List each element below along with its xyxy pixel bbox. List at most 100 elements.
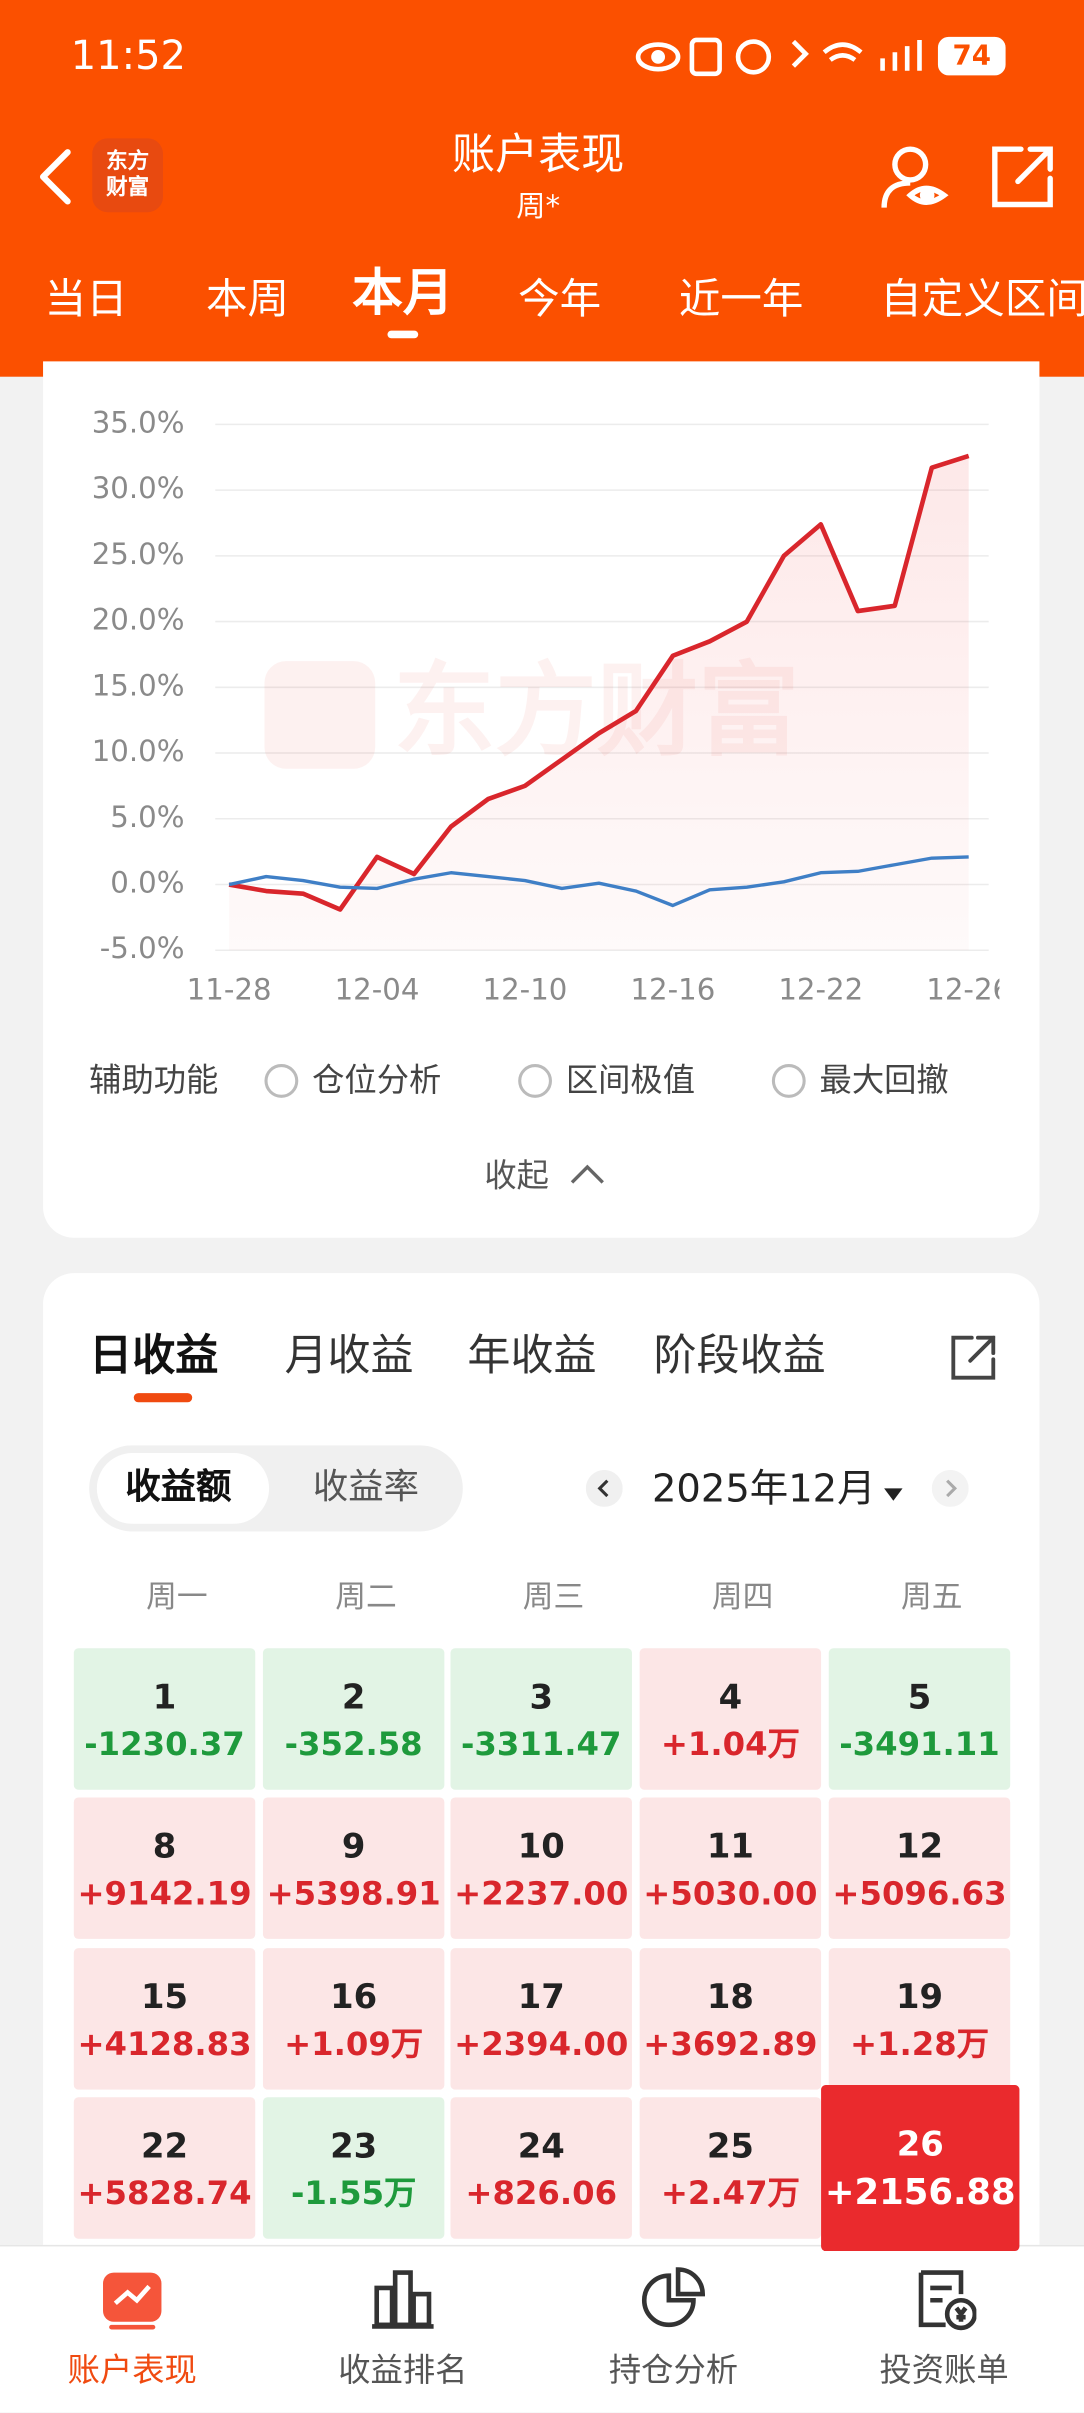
nav-icon-svg [918, 2270, 978, 2331]
y-tick-label: 30.0% [92, 471, 185, 505]
toggle-option[interactable]: 收益率 [312, 1467, 419, 1508]
y-tick-label: 35.0% [92, 405, 185, 439]
line [228, 453, 970, 912]
calendar-value: +1.28万 [849, 2025, 990, 2063]
calendar-day: 24 [517, 2128, 565, 2167]
period-tab[interactable]: 本周 [206, 275, 290, 324]
calendar-value: -3491.11 [839, 1725, 1000, 1763]
calendar-day: 16 [330, 1978, 378, 2018]
nav-icon [100, 2266, 165, 2331]
calendar-cell[interactable]: 26 +2156.88 [821, 2084, 1020, 2252]
calendar-cell[interactable]: 22 +5828.74 [73, 2097, 256, 2239]
calendar-day: 26 [896, 2126, 944, 2165]
profit-tab[interactable]: 年收益 [467, 1330, 597, 1381]
calendar-cell[interactable]: 10 +2237.00 [450, 1797, 632, 1939]
period-tab[interactable]: 本月 [352, 262, 454, 323]
collapse-chevron-svg [570, 1164, 604, 1184]
calendar-cell[interactable]: 24 +826.06 [450, 2097, 632, 2239]
period-tab[interactable]: 近一年 [678, 275, 804, 324]
calendar-cell[interactable]: 18 +3692.89 [639, 1948, 822, 2090]
calendar-day: 2 [341, 1679, 366, 1718]
line [228, 855, 969, 908]
radio[interactable] [264, 1064, 299, 1098]
calendar-value: +9142.19 [77, 1875, 252, 1913]
calendar-day: 4 [718, 1679, 743, 1718]
calendar-cell[interactable]: 12 +5096.63 [828, 1797, 1011, 1939]
calendar-day: 18 [706, 1978, 754, 2018]
radio[interactable] [518, 1064, 552, 1098]
period-tab[interactable]: 当日 [44, 275, 128, 324]
area [229, 455, 969, 951]
calendar-cell[interactable]: 19 +1.28万 [828, 1948, 1011, 2090]
calendar-day: 22 [140, 2128, 189, 2167]
calendar-day: 15 [140, 1978, 189, 2018]
share-icon[interactable] [990, 145, 1055, 210]
month-dropdown [883, 1479, 905, 1501]
radio[interactable] [771, 1064, 806, 1098]
back-button[interactable] [34, 146, 80, 208]
calendar-day: 12 [895, 1828, 944, 1867]
calendar-cell[interactable]: 8 +9142.19 [73, 1797, 256, 1939]
header-bg [0, 0, 1084, 377]
toggle-active [96, 1453, 270, 1524]
user-icon-svg [881, 146, 949, 208]
profit-tab[interactable]: 阶段收益 [653, 1330, 826, 1381]
month-next[interactable] [931, 1469, 969, 1507]
user-icon[interactable] [880, 143, 951, 214]
status-icons-svg [635, 37, 922, 77]
nav-item[interactable]: 账户表现 [67, 2351, 197, 2389]
calendar-cell[interactable]: 15 +4128.83 [73, 1948, 256, 2090]
bottom-nav-bg [0, 2244, 1084, 2413]
calendar-cell[interactable]: 17 +2394.00 [450, 1948, 632, 2090]
assist-option[interactable]: 区间极值 [565, 1061, 695, 1099]
calendar-cell[interactable]: 2 -352.58 [262, 1648, 445, 1790]
calendar-cell[interactable]: 5 -3491.11 [828, 1648, 1011, 1790]
y-tick-label: 0.0% [110, 866, 184, 900]
calendar-cell[interactable]: 16 +1.09万 [262, 1948, 445, 2090]
nav-item[interactable]: 投资账单 [879, 2351, 1009, 2389]
period-tab[interactable]: 今年 [518, 275, 602, 324]
weekday-label: 周一 [146, 1577, 208, 1615]
share-icon-svg [992, 146, 1053, 208]
profit-share-icon[interactable] [947, 1332, 999, 1384]
toggle-option[interactable]: 收益额 [125, 1467, 232, 1508]
profit-tab-indicator [133, 1393, 193, 1403]
battery: 74 [937, 36, 1006, 76]
calendar-cell[interactable]: 3 -3311.47 [450, 1648, 632, 1790]
nav-icon-svg [372, 2270, 434, 2329]
calendar-cell[interactable]: 25 +2.47万 [639, 2097, 822, 2239]
calendar-cell[interactable]: 23 -1.55万 [262, 2097, 445, 2239]
calendar-value: +826.06 [465, 2174, 618, 2212]
status-icons [633, 34, 941, 80]
y-tick-label: 25.0% [92, 537, 185, 571]
assist-option[interactable]: 最大回撤 [819, 1061, 949, 1099]
calendar-day: 25 [706, 2128, 754, 2167]
calendar-value: -1230.37 [84, 1725, 245, 1763]
calendar-cell[interactable]: 11 +5030.00 [639, 1797, 822, 1939]
y-tick-label: 20.0% [92, 603, 185, 637]
weekday-label: 周五 [901, 1577, 963, 1615]
nav-icon [371, 2266, 436, 2331]
calendar-cell[interactable]: 9 +5398.91 [262, 1797, 445, 1939]
calendar-value: -352.58 [284, 1725, 423, 1763]
x-tick-label: 11-28 [187, 973, 272, 1007]
month-prev[interactable] [585, 1469, 623, 1507]
x-tick-label: 12-16 [630, 973, 715, 1007]
calendar-cell[interactable]: 4 +1.04万 [639, 1648, 822, 1790]
x-tick-label: 12-26 [926, 973, 999, 1007]
profit-tab[interactable]: 日收益 [89, 1330, 219, 1381]
collapse-button[interactable]: 收起 [484, 1157, 549, 1194]
period-tab[interactable]: 自定义区间 [880, 275, 1084, 324]
month-label[interactable]: 2025年12月 [651, 1466, 876, 1511]
calendar-cell[interactable]: 1 -1230.37 [73, 1648, 256, 1790]
assist-option[interactable]: 仓位分析 [312, 1061, 442, 1099]
nav-item[interactable]: 收益排名 [338, 2351, 468, 2389]
x-tick-label: 12-10 [483, 973, 568, 1007]
nav-item[interactable]: 持仓分析 [608, 2351, 739, 2389]
calendar-value: +3692.89 [643, 2025, 818, 2063]
month-dropdown-svg [884, 1488, 903, 1501]
profit-tab[interactable]: 月收益 [284, 1330, 414, 1381]
nav-icon [912, 2266, 978, 2331]
